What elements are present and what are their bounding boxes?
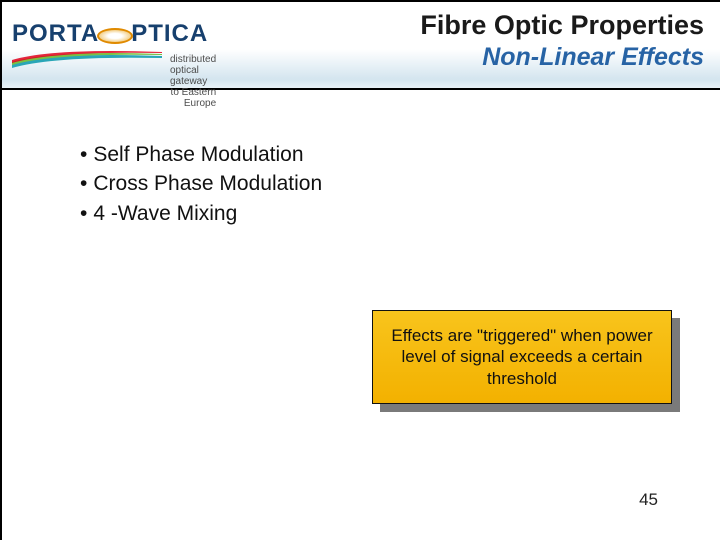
slide-subtitle: Non-Linear Effects [420, 43, 704, 72]
content-area: • Self Phase Modulation • Cross Phase Mo… [2, 90, 720, 228]
logo: PORTA PTICA distributed optical gateway … [12, 20, 208, 48]
bullet-text: Self Phase Modulation [93, 140, 303, 169]
logo-swoosh-icon [12, 50, 162, 68]
logo-word-ptica: PTICA [131, 20, 208, 48]
bullet-text: 4 -Wave Mixing [93, 199, 237, 228]
bullet-icon: • [80, 199, 87, 228]
title-block: Fibre Optic Properties Non-Linear Effect… [420, 10, 704, 72]
bullet-icon: • [80, 140, 87, 169]
logo-word-porta: PORTA [12, 20, 99, 48]
logo-tagline-line2: to Eastern Europe [170, 87, 216, 109]
bullet-item: • Self Phase Modulation [80, 140, 720, 169]
bullet-item: • 4 -Wave Mixing [80, 199, 720, 228]
bullet-text: Cross Phase Modulation [93, 169, 322, 198]
bullet-item: • Cross Phase Modulation [80, 169, 720, 198]
slide-header: PORTA PTICA distributed optical gateway … [2, 0, 720, 90]
page-number: 45 [639, 490, 658, 510]
logo-tagline: distributed optical gateway to Eastern E… [170, 54, 216, 109]
bullet-icon: • [80, 169, 87, 198]
slide-title: Fibre Optic Properties [420, 10, 704, 41]
logo-wordmark: PORTA PTICA [12, 20, 208, 48]
logo-lens-icon [97, 28, 133, 44]
callout-box: Effects are "triggered" when power level… [372, 310, 672, 404]
callout-text: Effects are "triggered" when power level… [372, 310, 672, 404]
logo-tagline-line1: distributed optical gateway [170, 54, 216, 87]
